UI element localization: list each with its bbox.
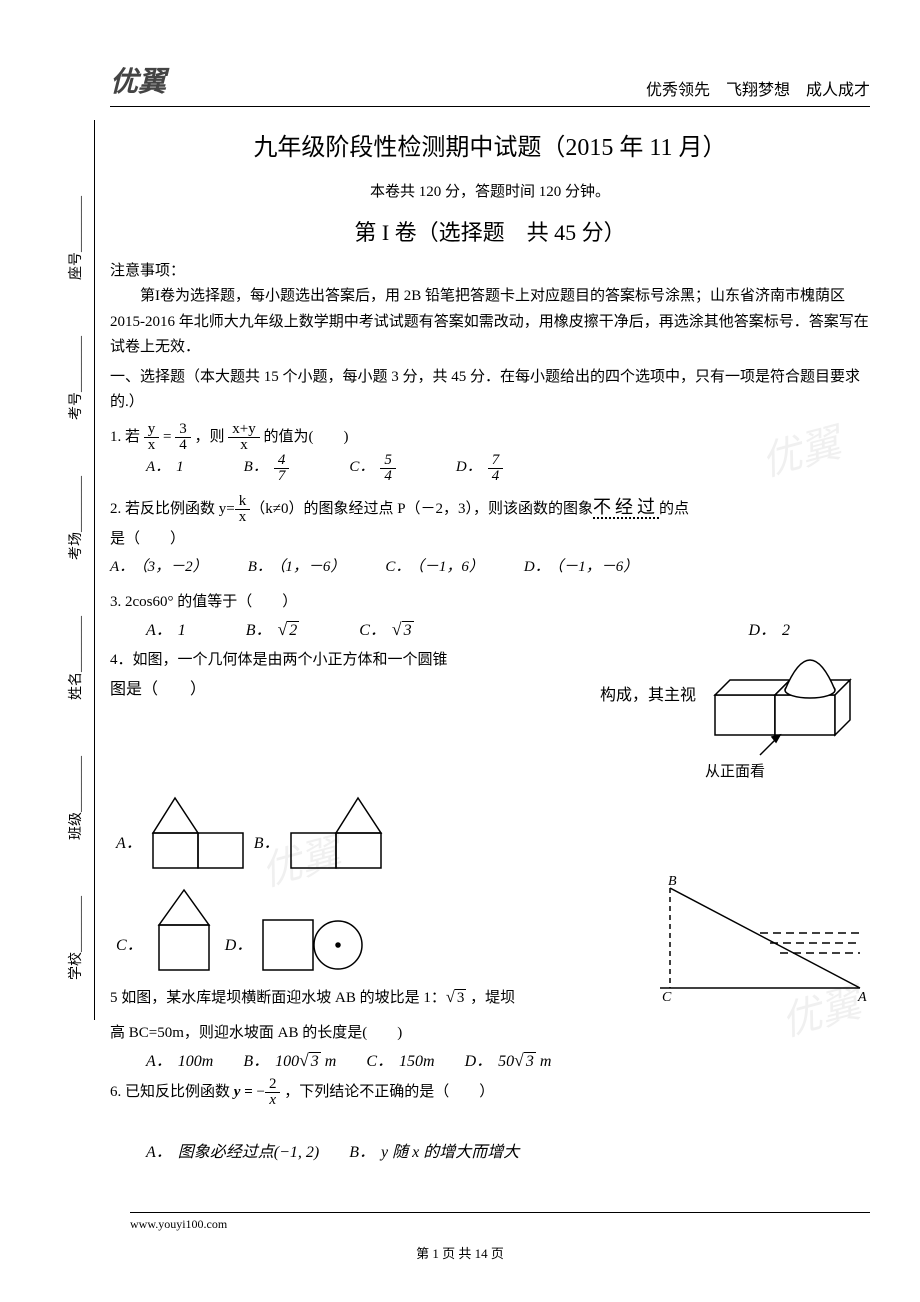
q1-opt-b: B．47 [244,453,290,484]
question-6: 6. 已知反比例函数 y = −2x ，下列结论不正确的是（ ） [110,1077,870,1108]
q5-options: A．100m B．1003 m C．150m D．503 m [110,1047,870,1071]
section1-intro: 一、选择题（本大题共 15 个小题，每小题 3 分，共 45 分．在每小题给出的… [110,365,870,416]
q1-options: A．1 B．47 C．54 D．74 [110,453,870,484]
q2-line2: 是（ ） [110,525,870,554]
exam-subtitle: 本卷共 120 分，答题时间 120 分钟。 [110,180,870,201]
q4-options-row2: C． D． [110,885,640,975]
q1-frac2: 34 [175,422,191,453]
q4-3d-figure-wrap: D．2 构成，其主视 从正面看 [600,616,870,781]
q1-stem-a: 1. 若 [110,428,144,444]
question-4-block: A．1 B．2 C．3 4．如图，一个几何体是由两个小正方体和一个圆锥 图是（ … [110,616,870,781]
q2-stem-b: （k≠0）的图象经过点 P（－2，3），则该函数的图象 [250,501,593,517]
question-1: 1. 若 yx = 34 ，则 x+yx 的值为( ) A．1 B．47 C．5… [110,422,870,484]
q4-line2: 图是（ ） [110,675,600,699]
q2-opt-a: A．（3，－2） [110,553,208,582]
q3-opt-d: D．2 [748,622,790,639]
q4-opt-d-label: D． [225,931,253,955]
q5-line2: 高 BC=50m，则迎水坡面 AB 的长度是( ) [110,1019,870,1048]
q4q5-row: C． D． 5 如图，某水库堤坝横断面迎水坡 AB [110,873,870,1013]
q4-opt-b-label: B． [254,829,280,853]
page-number: 第 1 页 共 14 页 [0,1243,920,1262]
q5-figure: B C A [640,873,870,1003]
q5-label-b: B [668,874,677,889]
question-2: 2. 若反比例函数 y=kx（k≠0）的图象经过点 P（－2，3），则该函数的图… [110,490,870,582]
slogan: 优秀领先 飞翔梦想 成人成才 [646,76,870,100]
q4-options-row1: A． B． [110,793,870,873]
q4-stem-b: 构成，其主视 [600,687,696,704]
q6-eq: y = [234,1084,257,1100]
q6-opt-b: B．y 随 x 的增大而增大 [349,1138,519,1162]
q4-opt-a-label: A． [116,829,142,853]
notice-label: 注意事项： [110,259,870,280]
q6-neg: − [256,1084,264,1100]
q1-stem-b: ，则 [194,428,228,444]
q4-opt-a-figure [148,793,248,873]
q5-label-a: A [857,990,867,1003]
q5-stem-b: ，堤坝 [466,990,515,1006]
logo: 优翼 [110,60,166,100]
q4-3d-figure [700,640,870,760]
q6-stem-a: 6. 已知反比例函数 [110,1084,234,1100]
q3-opt-c: C．3 [359,616,413,640]
question-3: 3. 2cos60° 的值等于（ ） [110,588,870,617]
q1-frac3: x+yx [228,422,259,453]
exam-title: 九年级阶段性检测期中试题（2015 年 11 月） [110,127,870,162]
q4-opt-c-label: C． [116,931,143,955]
section-header: 第 I 卷（选择题 共 45 分） [110,215,870,247]
question-4: 4．如图，一个几何体是由两个小正方体和一个圆锥 [110,646,600,675]
q3-opt-a: A．1 [146,616,186,640]
q2-opt-b: B．（1，－6） [248,553,346,582]
q1-opt-d: D．74 [456,453,503,484]
q3-opt-b: B．2 [246,616,299,640]
q4-caption: 从正面看 [600,760,870,781]
page-header: 优翼 优秀领先 飞翔梦想 成人成才 [110,60,870,107]
q6-frac: 2x [265,1077,281,1108]
q2-opt-c: C．（－1，6） [385,553,484,582]
q2-emphasis: 不经过 [593,497,659,519]
q4-stem-a: 4．如图，一个几何体是由两个小正方体和一个圆锥 [110,652,448,668]
q6-options: A．图象必经过点(−1, 2) B．y 随 x 的增大而增大 [110,1138,870,1162]
q1-opt-a: A．1 [146,453,184,484]
q4-opt-b-figure [286,793,386,873]
q3-options: A．1 B．2 C．3 [110,616,600,640]
notice-paragraph: 第I卷为选择题，每小题选出答案后，用 2B 铅笔把答题卡上对应题目的答案标号涂黑… [110,284,870,361]
page-content: 优翼 优翼 优翼 优翼 优秀领先 飞翔梦想 成人成才 九年级阶段性检测期中试题（… [0,0,920,1202]
q5-opt-d: D．503 m [465,1047,552,1071]
q5-stem-a: 5 如图，某水库堤坝横断面迎水坡 AB 的坡比是 1： [110,990,446,1006]
q2-opt-d: D．（－1，－6） [524,553,638,582]
q1-eq: = [163,428,175,444]
q3-stem: 3. 2cos60° 的值等于（ ） [110,594,297,610]
q6-stem-b: ，下列结论不正确的是（ ） [284,1084,494,1100]
q5-opt-b: B．1003 m [243,1047,336,1071]
q4-opt-d-figure [258,915,368,975]
q2-frac: kx [235,494,251,525]
q2-stem-a: 2. 若反比例函数 y= [110,501,235,517]
q5-opt-a: A．100m [146,1047,213,1071]
q1-opt-c: C．54 [349,453,396,484]
footer-url: www.youyi100.com [130,1217,227,1231]
q1-stem-c: 的值为( ) [263,428,348,444]
q6-opt-a: A．图象必经过点(−1, 2) [146,1138,319,1162]
q1-frac1: yx [144,422,160,453]
q5-label-c: C [662,990,672,1003]
question-5: 5 如图，某水库堤坝横断面迎水坡 AB 的坡比是 1：3 ，堤坝 [110,981,640,1013]
q2-stem-c: 的点 [659,501,689,517]
q5-opt-c: C．150m [366,1047,434,1071]
q2-options: A．（3，－2） B．（1，－6） C．（－1，6） D．（－1，－6） [110,553,870,582]
footer: www.youyi100.com [130,1212,870,1232]
q4-opt-c-figure [149,885,219,975]
